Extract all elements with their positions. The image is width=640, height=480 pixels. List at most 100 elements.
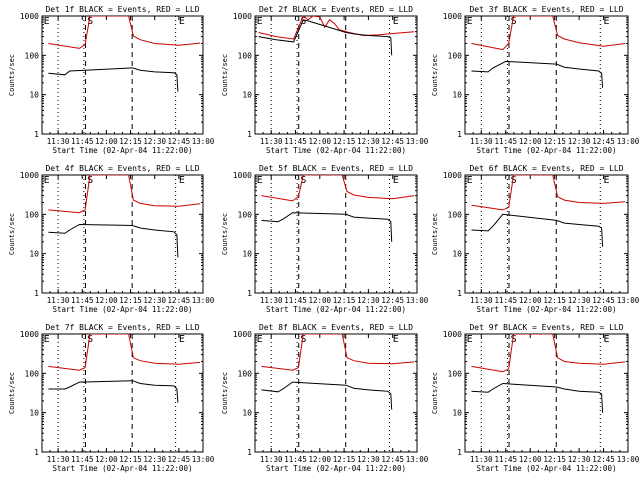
marker-letter: E [393,334,399,345]
y-axis-label: Counts/sec [431,54,439,96]
x-tick-label: 12:30 [568,455,591,464]
y-tick-label: 10 [242,250,252,259]
axes-frame [464,174,629,294]
x-tick-label: 12:45 [168,455,191,464]
x-tick-label: 12:00 [309,296,332,305]
y-axis-label: Counts/sec [8,372,16,414]
panel-title: Det 6f BLACK = Events, RED = LLD [469,164,623,173]
y-axis-label: Counts/sec [8,54,16,96]
events-series-line [48,223,179,258]
x-tick-label: 11:30 [47,296,70,305]
x-tick-label: 11:45 [284,137,307,146]
marker-letter: E [257,334,263,345]
x-tick-label: 11:45 [494,137,517,146]
x-tick-label: 12:15 [333,455,356,464]
x-tick-label: 12:15 [119,296,142,305]
x-axis-label: Start Time (02-Apr-04 11:22:00) [266,464,406,473]
x-tick-label: 12:00 [309,455,332,464]
x-tick-label: 13:00 [406,455,429,464]
x-tick-label: 12:45 [592,137,615,146]
marker-letter: E [604,16,610,27]
y-axis-label: Counts/sec [221,54,229,96]
events-series-line [471,382,604,413]
axes-frame [254,174,418,294]
x-axis-label: Start Time (02-Apr-04 11:22:00) [477,146,617,155]
x-tick-label: 11:45 [71,137,94,146]
marker-letter: S [511,175,517,186]
y-tick-label: 1000 [443,330,462,339]
events-series-line [48,67,179,92]
y-tick-label: 100 [25,210,40,219]
events-series-line [261,381,393,410]
x-tick-label: 12:45 [381,137,404,146]
panel-1: 1 10 100 1000 11:30 11:45 12:00 12:15 12:30 12:45… [8,5,215,155]
x-tick-label: 13:00 [617,455,640,464]
y-tick-label: 10 [29,409,39,418]
y-tick-label: 100 [238,369,253,378]
x-tick-label: 11:45 [284,455,307,464]
lld-series-line [48,334,201,371]
panel-title: Det 9f BLACK = Events, RED = LLD [469,323,623,332]
y-tick-label: 1000 [443,12,462,21]
y-axis-label: Counts/sec [431,213,439,255]
x-tick-label: 12:30 [143,137,166,146]
y-tick-label: 1 [34,448,39,457]
x-tick-label: 12:45 [592,455,615,464]
x-tick-label: 12:15 [543,137,566,146]
x-tick-label: 12:45 [168,137,191,146]
x-tick-label: 11:30 [470,296,493,305]
y-tick-label: 1 [457,448,462,457]
marker-letter: S [87,175,93,186]
marker-letter: S [87,16,93,27]
y-tick-label: 1 [34,130,39,139]
lld-series-line [261,175,415,202]
x-axis-label: Start Time (02-Apr-04 11:22:00) [53,146,193,155]
x-tick-label: 11:45 [71,455,94,464]
y-tick-label: 1000 [20,12,39,21]
marker-letter: E [179,334,185,345]
x-tick-label: 12:00 [519,296,542,305]
y-tick-label: 1000 [20,171,39,180]
events-series-line [48,380,179,403]
x-tick-label: 13:00 [617,137,640,146]
panel-3: 1 10 100 1000 11:30 11:45 12:00 12:15 12:30 12:45… [431,5,640,155]
x-tick-label: 12:30 [357,137,380,146]
lld-series-line [471,334,626,373]
panel-title: Det 8f BLACK = Events, RED = LLD [259,323,413,332]
x-tick-label: 12:00 [309,137,332,146]
lld-series-line [48,16,201,49]
y-tick-label: 100 [25,51,40,60]
events-series-line [471,213,604,247]
x-tick-label: 11:30 [260,455,283,464]
panel-title: Det 1f BLACK = Events, RED = LLD [45,5,199,14]
x-tick-label: 12:45 [381,296,404,305]
lld-series-line [471,16,626,51]
y-tick-label: 1 [247,289,252,298]
x-tick-label: 12:30 [357,296,380,305]
y-tick-label: 10 [452,250,462,259]
panel-title: Det 5f BLACK = Events, RED = LLD [259,164,413,173]
y-tick-label: 1000 [233,12,252,21]
x-tick-label: 11:30 [47,137,70,146]
x-axis-label: Start Time (02-Apr-04 11:22:00) [477,464,617,473]
events-series-line [261,212,393,242]
lld-series-line [471,175,626,211]
axes-frame [464,15,629,135]
y-tick-label: 100 [238,210,253,219]
x-tick-label: 13:00 [192,455,215,464]
y-tick-label: 10 [242,91,252,100]
x-tick-label: 11:45 [71,296,94,305]
y-axis-label: Counts/sec [8,213,16,255]
marker-letter: E [257,175,263,186]
x-tick-label: 12:00 [519,455,542,464]
x-axis-label: Start Time (02-Apr-04 11:22:00) [53,464,193,473]
x-tick-label: 11:45 [494,296,517,305]
axes-frame [254,333,418,453]
marker-letter: E [467,16,473,27]
panel-6: 1 10 100 1000 11:30 11:45 12:00 12:15 12:30 12:45… [431,164,640,314]
x-tick-label: 13:00 [406,296,429,305]
x-tick-label: 12:15 [119,137,142,146]
x-tick-label: 12:30 [357,455,380,464]
marker-letter: E [467,334,473,345]
